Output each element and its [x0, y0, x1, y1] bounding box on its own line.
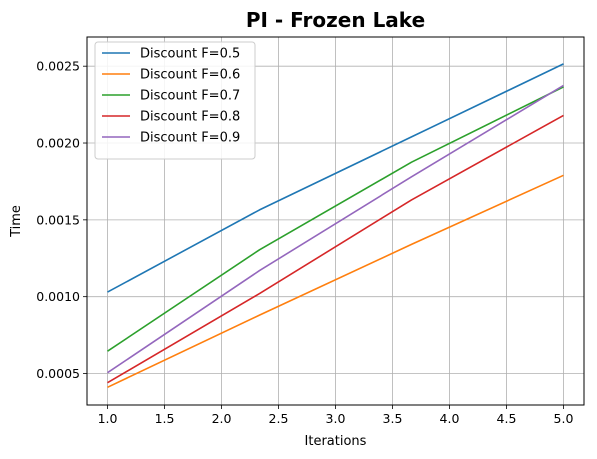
legend-label: Discount F=0.7	[140, 89, 240, 104]
x-tick-label: 3.0	[326, 411, 346, 426]
y-axis: 0.0005 0.0010 0.0015 0.0020 0.0025	[36, 59, 87, 381]
series-line-4	[107, 114, 564, 384]
series-lines	[107, 63, 564, 389]
legend-box	[94, 41, 256, 160]
x-tick-label: 3.5	[383, 411, 403, 426]
legend-label: Discount F=0.9	[140, 131, 240, 146]
x-tick-label: 4.0	[440, 411, 460, 426]
x-tick-label: 5.0	[554, 411, 574, 426]
series-line-5	[107, 84, 564, 374]
legend-label: Discount F=0.6	[140, 68, 240, 83]
y-tick-label: 0.0010	[36, 289, 80, 304]
legend-label: Discount F=0.8	[140, 110, 240, 125]
x-axis-label: Iterations	[305, 434, 367, 449]
legend-label: Discount F=0.5	[140, 47, 240, 62]
y-tick-label: 0.0025	[36, 59, 80, 74]
x-tick-label: 2.5	[269, 411, 289, 426]
y-axis-label: Time	[9, 205, 24, 238]
grid	[87, 37, 584, 405]
series-line-1	[107, 63, 564, 293]
y-tick-label: 0.0020	[36, 136, 80, 151]
x-tick-label: 1.0	[98, 411, 118, 426]
y-tick-label: 0.0005	[36, 366, 80, 381]
series-line-3	[107, 86, 564, 352]
x-tick-label: 1.5	[155, 411, 175, 426]
x-tick-label: 2.0	[212, 411, 232, 426]
y-tick-label: 0.0015	[36, 212, 80, 227]
x-tick-label: 4.5	[497, 411, 517, 426]
chart-title: PI - Frozen Lake	[246, 8, 425, 32]
legend: Discount F=0.5 Discount F=0.6 Discount F=0…	[94, 41, 256, 160]
series-line-2	[107, 174, 564, 389]
x-axis: 1.0 1.5 2.0 2.5 3.0 3.5 4.0 4.5 5.0	[98, 405, 574, 426]
